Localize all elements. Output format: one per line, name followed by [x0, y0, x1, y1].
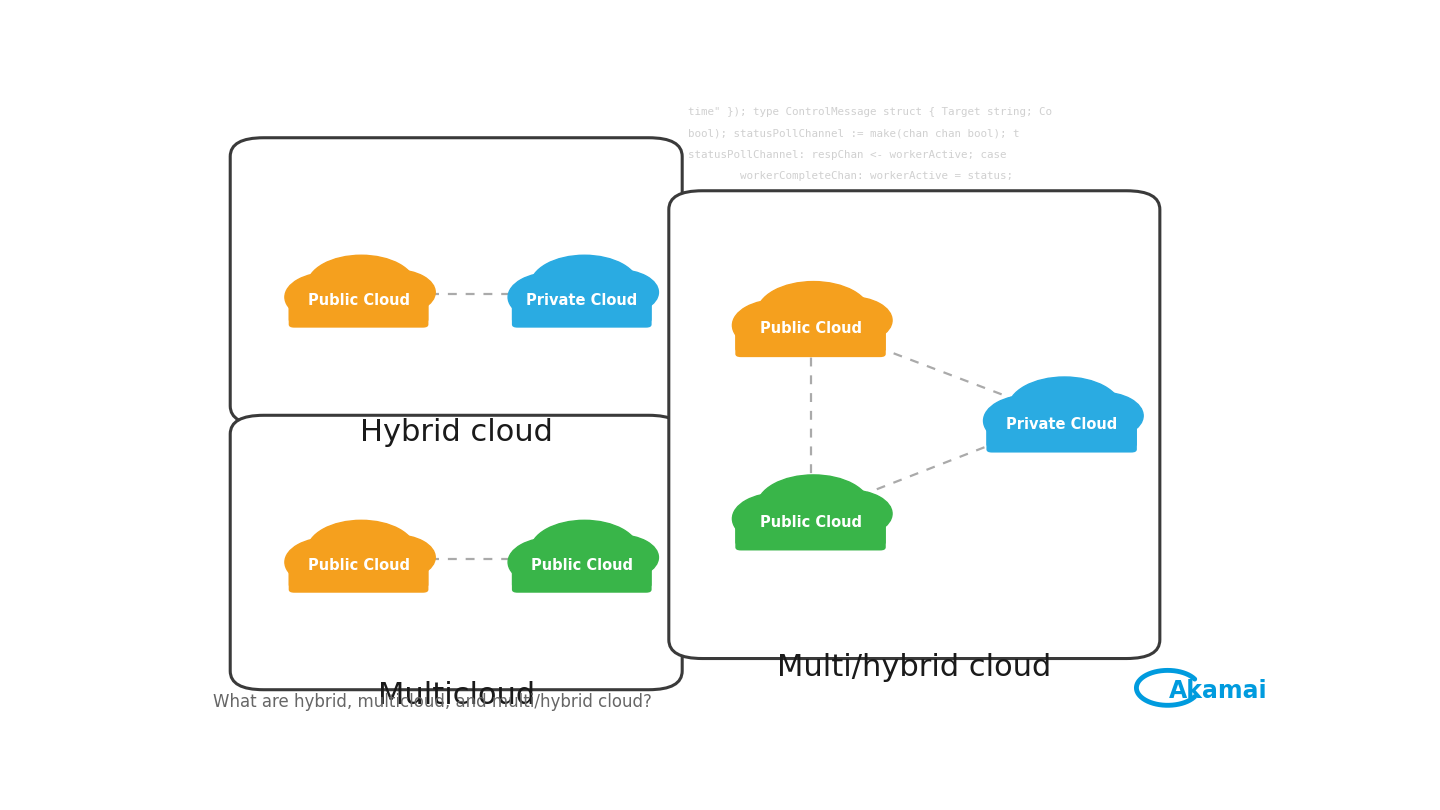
Text: 437", nil)); };pa: 437", nil)); };pa [688, 294, 844, 305]
Text: statusPollChannel: respChan <- workerActive; case: statusPollChannel: respChan <- workerAct… [688, 150, 1007, 160]
Circle shape [354, 535, 435, 580]
FancyBboxPatch shape [511, 556, 652, 588]
FancyBboxPatch shape [288, 291, 429, 323]
FancyBboxPatch shape [736, 318, 886, 352]
Circle shape [984, 395, 1076, 446]
Text: 10, 64); if err != nil { fmt.Fprintf(w,: 10, 64); if err != nil { fmt.Fprintf(w, [688, 212, 981, 222]
Text: reqChan: reqChan [688, 459, 759, 469]
Text: Private Cloud: Private Cloud [526, 293, 638, 308]
Text: Akamai: Akamai [1169, 679, 1267, 703]
Text: Private Cloud: Private Cloud [1007, 417, 1117, 432]
Text: Fprintf(w, "Control message issued for Ta: Fprintf(w, "Control message issued for T… [688, 232, 994, 242]
Circle shape [808, 296, 891, 344]
Circle shape [733, 492, 825, 544]
Text: hostToken: hostToken [688, 397, 772, 407]
Circle shape [577, 270, 658, 315]
Circle shape [757, 475, 870, 538]
Text: Fprintf(w: Fprintf(w [688, 418, 785, 428]
Text: time" }); type ControlMessage struct { Target string; Co: time" }); type ControlMessage struct { T… [688, 107, 1051, 117]
Circle shape [285, 538, 373, 587]
FancyBboxPatch shape [511, 301, 652, 328]
FancyBboxPatch shape [986, 424, 1136, 453]
Text: Public Cloud: Public Cloud [531, 558, 632, 573]
Circle shape [307, 255, 415, 316]
Text: Multicloud: Multicloud [379, 681, 536, 710]
Circle shape [1058, 392, 1143, 439]
Text: ssued for Ta: ssued for Ta [688, 438, 779, 449]
FancyBboxPatch shape [288, 556, 429, 588]
FancyBboxPatch shape [736, 512, 886, 545]
FancyBboxPatch shape [736, 330, 886, 357]
Circle shape [577, 535, 658, 580]
Circle shape [530, 255, 638, 316]
Circle shape [307, 520, 415, 581]
Circle shape [757, 282, 870, 345]
Text: Public Cloud: Public Cloud [759, 514, 861, 530]
Circle shape [733, 300, 825, 352]
Text: string; Count int64; }); func ma: string; Count int64; }); func ma [688, 315, 909, 325]
FancyBboxPatch shape [511, 291, 652, 323]
FancyBboxPatch shape [288, 301, 429, 328]
Text: func admin(u: func admin(u [688, 377, 766, 386]
Text: workerCompleteChan: workerActive = status;: workerCompleteChan: workerActive = statu… [688, 171, 1012, 181]
Text: Hybrid cloud: Hybrid cloud [360, 418, 553, 447]
Circle shape [508, 538, 596, 587]
Text: use msg := <: use msg := < [688, 356, 792, 366]
Text: w http.ResponseWriter, r *http.Request) { hostTo: w http.ResponseWriter, r *http.Request) … [688, 191, 999, 202]
Text: result := fmt.Fprint(w, "ACTIVE": result := fmt.Fprint(w, "ACTIVE" [688, 274, 948, 284]
Text: What are hybrid, multicloud, and multi/hybrid cloud?: What are hybrid, multicloud, and multi/h… [213, 693, 652, 711]
Text: Public Cloud: Public Cloud [759, 322, 861, 336]
Text: )); workerAct: )); workerAct [688, 335, 772, 345]
Circle shape [530, 520, 638, 581]
Text: bool); statusPollChannel := make(chan chan bool); t: bool); statusPollChannel := make(chan ch… [688, 129, 1020, 139]
FancyBboxPatch shape [288, 566, 429, 593]
Circle shape [354, 270, 435, 315]
Text: Multi/hybrid cloud: Multi/hybrid cloud [778, 654, 1051, 682]
Text: Public Cloud: Public Cloud [308, 558, 409, 573]
FancyBboxPatch shape [986, 414, 1136, 448]
FancyBboxPatch shape [668, 191, 1159, 659]
FancyBboxPatch shape [511, 566, 652, 593]
FancyBboxPatch shape [230, 416, 683, 690]
Text: onseWriter, r *http.Request) { reqChan: onseWriter, r *http.Request) { reqChan [688, 253, 973, 263]
Text: Public Cloud: Public Cloud [308, 293, 409, 308]
Circle shape [808, 490, 891, 537]
Circle shape [285, 272, 373, 322]
FancyBboxPatch shape [230, 138, 683, 424]
FancyBboxPatch shape [736, 522, 886, 551]
Circle shape [508, 272, 596, 322]
Circle shape [1008, 377, 1120, 440]
